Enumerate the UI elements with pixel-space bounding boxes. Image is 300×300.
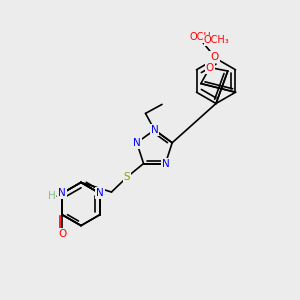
Text: O: O bbox=[58, 229, 66, 239]
Text: N: N bbox=[58, 188, 66, 198]
Text: O: O bbox=[206, 62, 214, 73]
Text: N: N bbox=[96, 188, 104, 198]
Text: S: S bbox=[124, 172, 130, 182]
Text: N: N bbox=[162, 158, 169, 169]
Text: N: N bbox=[133, 138, 141, 148]
Text: OCH₃: OCH₃ bbox=[190, 32, 215, 43]
Text: H: H bbox=[48, 191, 56, 201]
Text: OCH₃: OCH₃ bbox=[204, 35, 230, 46]
Text: O: O bbox=[210, 52, 219, 62]
Text: N: N bbox=[151, 125, 158, 135]
